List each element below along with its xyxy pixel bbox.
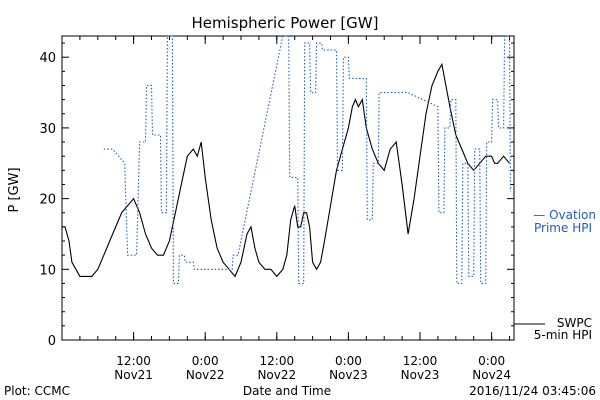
x-axis: 12:00Nov210:00Nov2212:00Nov220:00Nov2312… <box>61 36 511 382</box>
x-tick-label-day: Nov21 <box>114 368 153 382</box>
y-axis-label: P [GW] <box>7 167 22 212</box>
x-tick-label-time: 12:00 <box>116 354 151 368</box>
y-tick-label: 40 <box>39 51 56 66</box>
y-tick-label: 10 <box>39 263 56 278</box>
plot-frame <box>61 35 515 341</box>
x-tick-label-day: Nov23 <box>401 368 440 382</box>
legend-swpc-line1: SWPC <box>557 316 592 330</box>
x-tick-label-day: Nov23 <box>329 368 368 382</box>
legend-swpc-line2: 5-min HPI <box>534 328 592 342</box>
legend-swpc: SWPC 5-min HPI <box>514 316 592 342</box>
legend-ovation: — Ovation Prime HPI <box>533 208 596 235</box>
legend-ovation-line1: — Ovation <box>533 208 596 222</box>
x-tick-label-day: Nov22 <box>257 368 296 382</box>
x-tick-label-time: 0:00 <box>478 354 505 368</box>
y-axis: 0 10 20 30 40 <box>39 42 514 349</box>
x-tick-label-day: Nov24 <box>472 368 511 382</box>
x-tick-label-time: 12:00 <box>260 354 295 368</box>
legend-ovation-line2: Prime HPI <box>534 221 592 235</box>
x-tick-label-time: 0:00 <box>335 354 362 368</box>
series-layer <box>62 35 512 284</box>
plot-timestamp: 2016/11/24 03:45:06 <box>469 384 596 398</box>
plot-credit: Plot: CCMC <box>4 384 70 398</box>
series-swpc-line <box>62 62 510 278</box>
x-axis-label: Date and Time <box>243 384 331 398</box>
x-tick-label-day: Nov22 <box>186 368 225 382</box>
series-ovation-line <box>103 35 512 284</box>
x-tick-label-time: 12:00 <box>403 354 438 368</box>
y-tick-label: 20 <box>39 193 56 208</box>
chart-title: Hemispheric Power [GW] <box>192 14 379 32</box>
y-tick-label: 30 <box>39 122 56 137</box>
y-tick-label: 0 <box>48 334 56 349</box>
x-tick-label-time: 0:00 <box>192 354 219 368</box>
